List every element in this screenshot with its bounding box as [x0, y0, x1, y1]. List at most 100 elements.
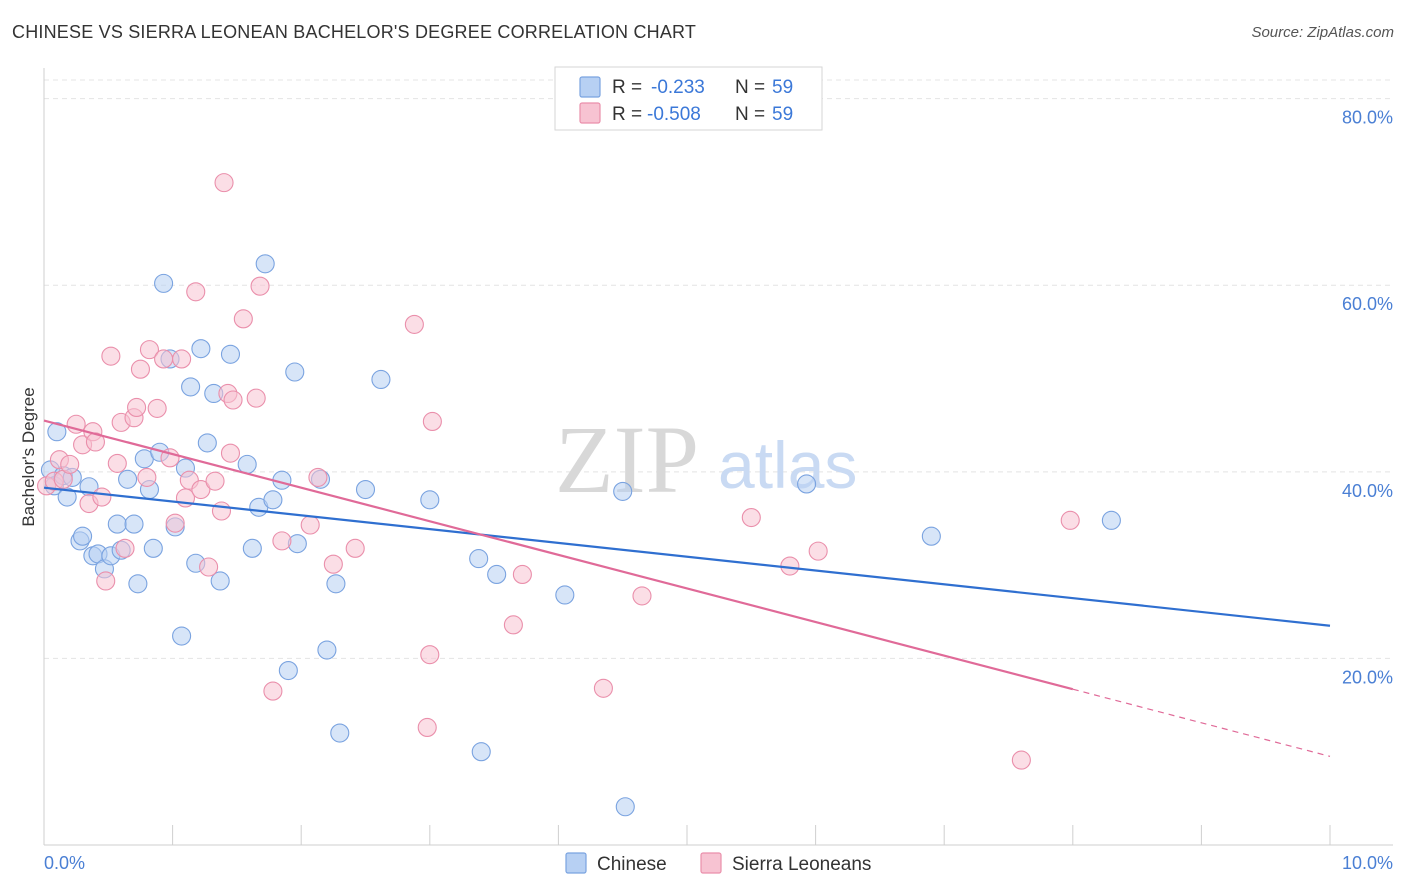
tick-labels: 20.0% 40.0% 60.0% 80.0% 0.0% 10.0%: [44, 108, 1393, 873]
point-sierra: [101, 346, 121, 366]
point-chinese: [154, 273, 174, 293]
point-sierra: [503, 615, 523, 635]
point-sierra: [165, 513, 185, 533]
legend-r-label-chinese: R =: [612, 77, 642, 98]
y-tick-label: 80.0%: [1342, 108, 1393, 128]
point-sierra: [1011, 750, 1031, 770]
point-sierra: [139, 340, 160, 360]
point-sierra: [741, 507, 761, 528]
point-sierra: [172, 349, 192, 369]
point-sierra: [220, 443, 241, 463]
point-sierra: [1060, 510, 1080, 530]
point-chinese: [615, 797, 635, 817]
point-chinese: [287, 534, 307, 554]
point-sierra: [199, 557, 219, 577]
point-sierra: [211, 501, 232, 521]
point-sierra: [137, 467, 157, 487]
point-sierra: [593, 678, 613, 698]
trend-line-chinese: [43, 486, 1331, 627]
point-chinese: [355, 480, 376, 500]
point-chinese: [107, 514, 127, 534]
point-sierra: [127, 397, 147, 418]
point-chinese: [220, 344, 241, 364]
legend-n-label-sierra: N =: [735, 104, 765, 125]
trend-line-extension-sierra: [1072, 688, 1331, 757]
legend-r-value-chinese: -0.233: [651, 77, 705, 98]
legend-r-label-sierra: R =: [612, 104, 642, 125]
point-sierra: [96, 571, 116, 591]
point-sierra: [191, 480, 211, 500]
legend-swatch-sierra: [579, 102, 601, 124]
point-chinese: [469, 549, 489, 569]
legend-swatch-chinese: [579, 76, 601, 98]
point-chinese: [921, 526, 941, 546]
axes: [43, 68, 1393, 846]
point-sierra: [300, 515, 320, 535]
point-sierra: [233, 309, 253, 329]
y-axis-label: Bachelor's Degree: [19, 387, 38, 526]
point-chinese: [797, 474, 817, 494]
point-sierra: [512, 564, 532, 585]
point-chinese: [197, 433, 217, 453]
point-sierra: [420, 645, 440, 665]
point-chinese: [420, 490, 440, 510]
watermark: ZIP atlas: [555, 406, 857, 513]
point-chinese: [237, 454, 257, 474]
x-tick-label: 0.0%: [44, 853, 85, 873]
point-chinese: [1101, 510, 1121, 530]
point-chinese: [330, 723, 350, 743]
point-sierra: [186, 282, 206, 302]
point-chinese: [210, 571, 230, 591]
series-chinese: [40, 254, 1121, 817]
x-tick-label: 10.0%: [1342, 853, 1393, 873]
point-chinese: [143, 538, 163, 558]
point-sierra: [115, 538, 135, 558]
point-sierra: [107, 453, 127, 473]
point-chinese: [128, 574, 148, 594]
bottom-legend-label-sierra: Sierra Leoneans: [732, 854, 871, 875]
point-sierra: [250, 276, 270, 296]
point-chinese: [47, 422, 67, 442]
point-chinese: [191, 339, 211, 359]
point-chinese: [255, 254, 275, 274]
point-sierra: [808, 541, 828, 561]
point-sierra: [404, 314, 424, 334]
point-sierra: [147, 398, 167, 418]
watermark-atlas: atlas: [718, 428, 857, 502]
y-tick-label: 40.0%: [1342, 481, 1393, 501]
point-sierra: [223, 390, 243, 410]
point-sierra: [323, 554, 343, 574]
point-sierra: [214, 173, 234, 193]
point-sierra: [417, 717, 437, 738]
point-chinese: [242, 538, 262, 558]
bottom-legend-label-chinese: Chinese: [597, 854, 667, 875]
legend-box: R = -0.233 N = 59 R = -0.508 N = 59: [554, 66, 823, 131]
point-chinese: [118, 469, 138, 489]
point-chinese: [555, 585, 575, 605]
trend-line-sierra: [43, 419, 1074, 691]
point-chinese: [285, 362, 305, 382]
point-sierra: [205, 471, 225, 491]
point-chinese: [124, 514, 144, 534]
point-chinese: [181, 377, 201, 397]
legend-r-value-sierra: -0.508: [647, 104, 701, 125]
point-chinese: [487, 564, 507, 585]
grid-lines: [44, 79, 1393, 659]
point-sierra: [130, 359, 150, 379]
point-chinese: [172, 626, 192, 646]
series-sierra: [37, 173, 1080, 770]
y-tick-label: 20.0%: [1342, 667, 1393, 687]
point-sierra: [92, 487, 112, 507]
point-sierra: [60, 454, 80, 474]
point-chinese: [471, 742, 491, 762]
chart-title: CHINESE VS SIERRA LEONEAN BACHELOR'S DEG…: [12, 22, 697, 42]
trend-lines: [43, 419, 1331, 757]
point-chinese: [278, 660, 298, 681]
point-sierra: [632, 586, 652, 606]
point-chinese: [73, 526, 93, 546]
point-sierra: [422, 411, 442, 432]
point-chinese: [371, 369, 391, 390]
legend-n-value-sierra: 59: [772, 104, 793, 125]
y-tick-label: 60.0%: [1342, 294, 1393, 314]
point-chinese: [317, 640, 337, 660]
